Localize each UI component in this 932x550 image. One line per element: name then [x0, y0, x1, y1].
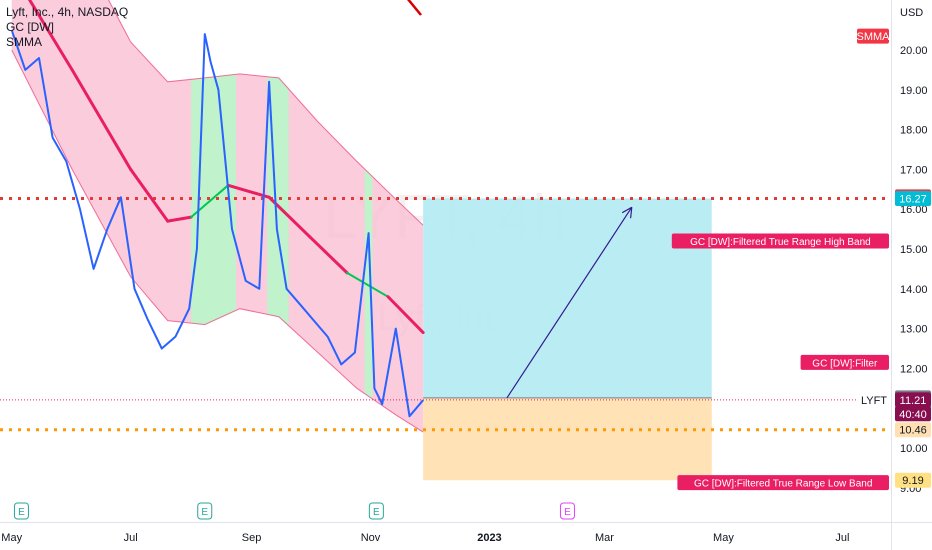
- indicator-gc[interactable]: GC [DW]: [6, 20, 54, 34]
- smma-line: [407, 0, 422, 16]
- label-10-46-bg: [895, 422, 931, 438]
- smma-badge-bg: [857, 28, 889, 44]
- low-band-line: [11, 49, 424, 433]
- indicator-smma[interactable]: SMMA: [6, 35, 42, 49]
- label-11-21: 11.21: [900, 395, 927, 407]
- price-tick: 19.00: [900, 85, 928, 97]
- high-band-line: [108, 0, 424, 226]
- currency-label: USD: [900, 7, 923, 19]
- time-tick: Nov: [361, 532, 381, 544]
- band-label-bg-1: [800, 354, 889, 370]
- band-label-2: GC [DW]:Filtered True Range Low Band: [694, 479, 872, 490]
- label-9-19: 9.19: [902, 475, 923, 487]
- band-label-1: GC [DW]:Filter: [812, 358, 878, 369]
- smma-badge: SMMA: [857, 31, 891, 43]
- price-tick: 10.00: [900, 443, 928, 455]
- price-tick: 17.00: [900, 164, 928, 176]
- filter-line-seg: [226, 183, 271, 199]
- price-tick: 20.00: [900, 45, 928, 57]
- price-tick: 18.00: [900, 125, 928, 137]
- time-tick: May: [1, 532, 22, 544]
- time-tick: Jul: [835, 532, 849, 544]
- label-symbol-bg: [858, 392, 890, 408]
- earnings-marker-label: E: [18, 507, 25, 518]
- price-tick: 14.00: [900, 284, 928, 296]
- earnings-marker-label: E: [373, 507, 380, 518]
- earnings-marker-label: E: [564, 507, 571, 518]
- loss-zone: [423, 397, 712, 481]
- label-symbol: LYFT: [861, 395, 887, 407]
- label-11-21-bg: [895, 392, 931, 408]
- price-tick: 16.00: [900, 204, 928, 216]
- filter-line-seg: [70, 68, 133, 171]
- label-16-27-bg: [895, 190, 931, 206]
- filter-line-seg: [386, 295, 425, 335]
- label-countdown-bg: [895, 406, 931, 422]
- chart-legend: Lyft, Inc., 4h, NASDAQ GC [DW] SMMA: [6, 5, 128, 50]
- label-countdown: 40:40: [899, 409, 927, 421]
- symbol-title[interactable]: Lyft, Inc., 4h, NASDAQ: [6, 5, 129, 19]
- filter-line-seg: [346, 271, 390, 298]
- filter-line-seg: [27, 0, 74, 72]
- bull-zone-2: [364, 0, 373, 433]
- profit-zone: [423, 198, 712, 398]
- filter-line-seg: [308, 235, 349, 275]
- plot-area: LYFT, 4hLyft, Inc.: [0, 0, 891, 481]
- earnings-marker[interactable]: [368, 502, 384, 520]
- time-tick: May: [713, 532, 734, 544]
- earnings-marker[interactable]: [559, 502, 575, 520]
- price-tick: 13.00: [900, 324, 928, 336]
- forecast-arrow[interactable]: [506, 206, 633, 399]
- arrow-head-0: [630, 207, 633, 219]
- band-label-0: GC [DW]:Filtered True Range High Band: [690, 237, 871, 248]
- earnings-marker[interactable]: [197, 502, 213, 520]
- earnings-marker[interactable]: [13, 502, 29, 520]
- time-tick: Mar: [595, 532, 614, 544]
- price-tick: 15.00: [900, 244, 928, 256]
- price-tick: 12.00: [900, 363, 928, 375]
- time-tick: Sep: [242, 532, 262, 544]
- label-9-19-bg: [895, 472, 931, 488]
- time-tick: Jul: [124, 532, 138, 544]
- label-10-46: 10.46: [899, 425, 927, 437]
- time-tick: 2023: [477, 532, 501, 544]
- filter-line-seg: [166, 215, 193, 223]
- earnings-marker-label: E: [201, 507, 208, 518]
- band-label-bg-0: [671, 233, 889, 249]
- band-label-bg-2: [677, 475, 889, 491]
- price-line[interactable]: [10, 29, 424, 418]
- arrow-head-1: [621, 206, 633, 214]
- filter-line-seg: [129, 167, 170, 223]
- label-16-27: 16.27: [899, 193, 927, 205]
